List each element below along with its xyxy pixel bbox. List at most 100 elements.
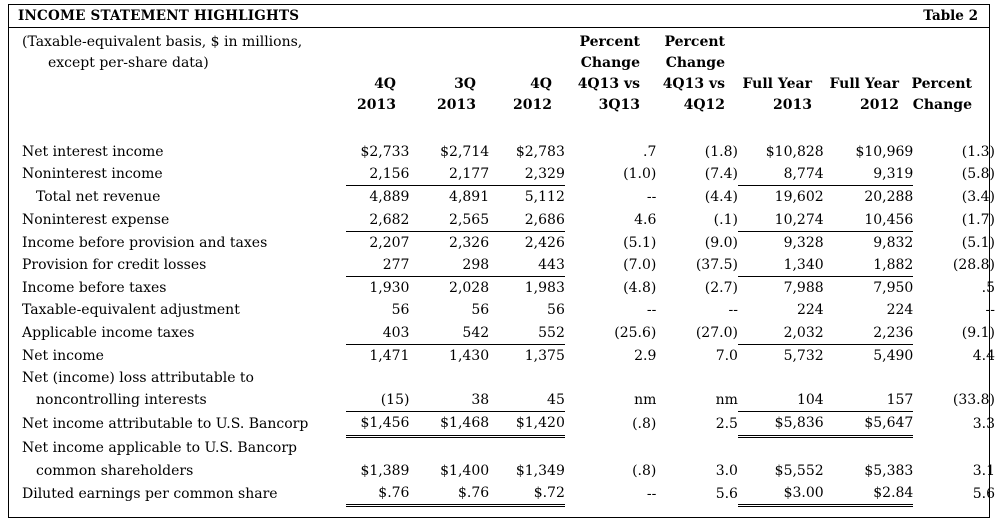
table-cell: 10,274 bbox=[737, 208, 824, 232]
col-header-pct-vs-4q12: Percent Change 4Q13 vs 4Q12 bbox=[662, 34, 725, 113]
table-cell bbox=[409, 436, 489, 460]
table-cell: 224 bbox=[886, 302, 914, 319]
table-cell: 2,426 bbox=[524, 234, 565, 251]
table-cell: 19,602 bbox=[774, 189, 824, 206]
table-row: Diluted earnings per common share $.76 $.7… bbox=[22, 482, 995, 508]
basis-note: (Taxable-equivalent basis, $ in millions… bbox=[22, 32, 302, 74]
row-label: common shareholders bbox=[36, 462, 194, 479]
table-cell: 1,882 bbox=[823, 254, 914, 278]
row-label: Applicable income taxes bbox=[22, 324, 195, 341]
table-cell: 4.6 bbox=[634, 211, 657, 228]
table-row: Income before taxes 1,930 2,028 1,983 (4.8) (… bbox=[22, 277, 995, 300]
table-cell: (15) bbox=[345, 389, 410, 413]
table-cell: -- bbox=[985, 302, 995, 319]
row-label: noncontrolling interests bbox=[36, 392, 207, 409]
col-header-pct-vs-3q13: Percent Change 4Q13 vs 3Q13 bbox=[577, 34, 640, 113]
table-cell: (.8) bbox=[632, 462, 657, 479]
table-cell: (1.0) bbox=[623, 166, 657, 183]
table-row: Net income 1,471 1,430 1,375 2.9 7.0 5,732 5,49… bbox=[22, 344, 995, 367]
col-header-fy2012: Full Year 2012 bbox=[829, 76, 899, 113]
title-bar: INCOME STATEMENT HIGHLIGHTS Table 2 bbox=[8, 4, 990, 28]
row-label: Net income applicable to U.S. Bancorp bbox=[22, 439, 298, 456]
row-label: Income before taxes bbox=[22, 279, 167, 296]
table-cell: 2,177 bbox=[409, 163, 490, 187]
table-cell: 5,732 bbox=[783, 347, 824, 364]
table-cell: 403 bbox=[345, 321, 410, 345]
col-header-fy-pct-change: Percent Change bbox=[911, 76, 972, 113]
table-cell: 5,490 bbox=[873, 347, 914, 364]
table-cell bbox=[738, 367, 824, 389]
table-cell: -- bbox=[646, 189, 657, 206]
table-cell: 5.6 bbox=[715, 485, 738, 502]
table-cell: -- bbox=[646, 302, 657, 319]
table-cell: 2,326 bbox=[449, 234, 490, 251]
table-cell: $1,468 bbox=[409, 411, 490, 438]
table-cell: 1,471 bbox=[369, 347, 410, 364]
table-cell: 542 bbox=[409, 321, 490, 345]
table-row: noncontrolling interests (15) 38 45 nm nm 104 1… bbox=[22, 389, 995, 413]
table-cell: .5 bbox=[981, 279, 995, 296]
table-cell: 104 bbox=[737, 389, 824, 413]
table-cell: 1,340 bbox=[737, 254, 824, 278]
table-cell: 56 bbox=[471, 302, 490, 319]
table-cell bbox=[565, 367, 657, 389]
row-label: Noninterest income bbox=[22, 166, 163, 183]
table-row: Provision for credit losses 277 298 443 (7.0… bbox=[22, 254, 995, 278]
table-cell: $1,389 bbox=[360, 462, 410, 479]
table-cell bbox=[656, 436, 738, 460]
table-cell: $1,400 bbox=[440, 462, 490, 479]
table-cell: 2.5 bbox=[715, 415, 738, 432]
table-cell bbox=[913, 367, 995, 389]
table-cell: (5.1) bbox=[623, 234, 657, 251]
table-cell: $2,714 bbox=[440, 144, 490, 160]
table-cell bbox=[489, 367, 565, 389]
income-statement-table: Net interest income $2,733 $2,714 $2,783 .7 (… bbox=[22, 141, 995, 508]
row-label: Net income bbox=[22, 347, 104, 364]
table-cell: $3.00 bbox=[737, 482, 824, 508]
table-number: Table 2 bbox=[923, 8, 978, 24]
table-cell: 1,983 bbox=[524, 280, 565, 297]
table-cell: (9.0) bbox=[704, 234, 738, 251]
table-cell: $2.84 bbox=[823, 482, 914, 508]
table-cell: 298 bbox=[409, 254, 490, 278]
basis-note-line2: except per-share data) bbox=[48, 55, 209, 71]
table-cell: 2,156 bbox=[345, 163, 410, 187]
table-cell: 9,319 bbox=[823, 163, 914, 187]
table-cell: nm bbox=[715, 392, 738, 409]
table-cell: 4,891 bbox=[449, 189, 490, 206]
table-cell: 56 bbox=[547, 302, 565, 319]
table-cell: 9,328 bbox=[783, 234, 824, 251]
row-label: Net income attributable to U.S. Bancorp bbox=[22, 415, 309, 432]
table-cell: 10,456 bbox=[823, 208, 914, 232]
table-cell: (3.4) bbox=[961, 189, 995, 206]
table-cell: 20,288 bbox=[864, 189, 914, 206]
table-cell: 4.4 bbox=[972, 347, 995, 364]
table-cell: 443 bbox=[489, 254, 565, 278]
table-cell: 9,832 bbox=[873, 234, 914, 251]
table-cell: (1.3) bbox=[961, 144, 995, 160]
table-cell: $10,828 bbox=[765, 144, 824, 160]
table-cell: (4.8) bbox=[623, 279, 657, 296]
table-cell: $5,836 bbox=[737, 411, 824, 438]
table-row: Applicable income taxes 403 542 552 (25.6) (2… bbox=[22, 321, 995, 345]
col-header-4q13: 4Q 2013 bbox=[357, 76, 396, 113]
table-cell: 2,682 bbox=[345, 208, 410, 232]
table-cell: nm bbox=[634, 392, 657, 409]
table-cell: (.1) bbox=[713, 211, 738, 228]
table-cell: 7,988 bbox=[783, 280, 824, 297]
table-cell: 552 bbox=[489, 321, 565, 345]
table-cell: (1.7) bbox=[961, 211, 995, 228]
table-cell bbox=[738, 436, 824, 460]
table-cell: (28.8) bbox=[952, 257, 995, 274]
table-cell: -- bbox=[646, 485, 657, 502]
table-cell: 157 bbox=[823, 389, 914, 413]
table-cell: .7 bbox=[643, 144, 657, 160]
table-cell: 45 bbox=[489, 389, 565, 413]
table-row: Noninterest expense 2,682 2,565 2,686 4.6 (.1… bbox=[22, 208, 995, 232]
table-cell: (37.5) bbox=[695, 257, 738, 274]
table-cell: 1,375 bbox=[524, 347, 565, 364]
table-cell: 7.0 bbox=[715, 347, 738, 364]
table-row: Net income attributable to U.S. Bancorp $… bbox=[22, 411, 995, 438]
table-cell: 1,430 bbox=[449, 347, 490, 364]
table-row: Income before provision and taxes 2,207 2,… bbox=[22, 231, 995, 254]
